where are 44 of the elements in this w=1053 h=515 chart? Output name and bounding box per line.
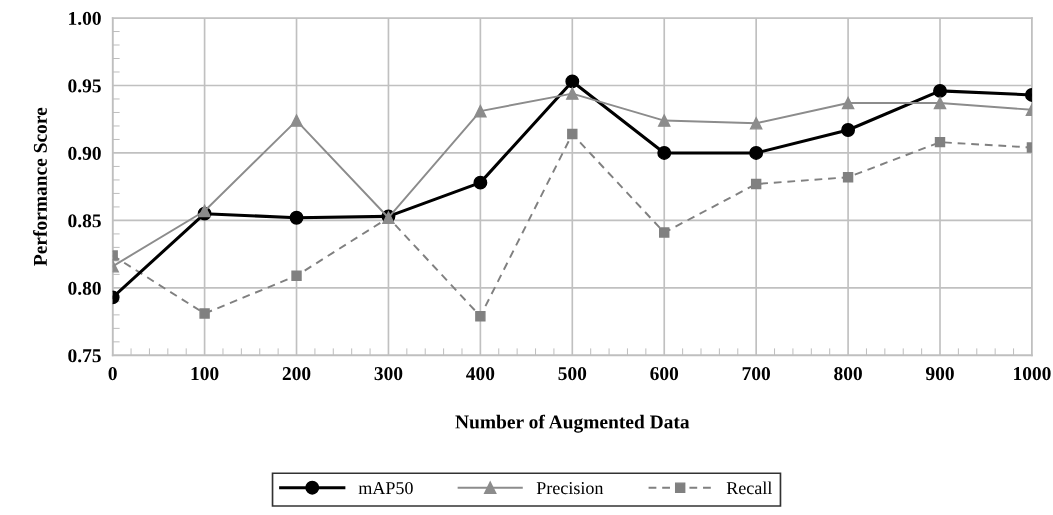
point	[659, 227, 670, 238]
point	[749, 117, 763, 130]
point	[289, 210, 304, 225]
x-tick-label: 500	[558, 367, 587, 381]
point	[842, 172, 854, 183]
x-tick-label: 200	[282, 367, 311, 381]
point	[841, 123, 856, 137]
point	[750, 178, 762, 190]
point	[565, 74, 580, 89]
y-tick-label: 0.80	[68, 281, 101, 295]
point	[290, 114, 303, 127]
point	[567, 128, 578, 140]
x-tick-label: 700	[742, 367, 770, 381]
x-tick-label: 800	[834, 367, 862, 381]
x-tick-label: 600	[650, 367, 679, 381]
legend-label: Precision	[536, 482, 604, 495]
x-tick-label: 900	[925, 367, 954, 381]
x-axis-title: Number of Augmented Data	[455, 414, 690, 433]
point	[841, 96, 855, 110]
point	[474, 104, 487, 118]
y-tick-label: 0.90	[68, 146, 101, 160]
point	[473, 175, 488, 190]
point	[566, 87, 579, 100]
point	[749, 146, 764, 160]
point	[475, 311, 486, 322]
point	[934, 136, 946, 148]
point	[199, 308, 210, 319]
y-tick-label: 0.85	[68, 214, 101, 228]
y-tick-label: 1.00	[69, 11, 101, 26]
legend-label: mAP50	[358, 482, 413, 495]
x-tick-label: 0	[108, 367, 117, 381]
y-axis-title: Performance Score	[33, 107, 47, 266]
y-tick-label: 0.75	[68, 349, 101, 363]
point	[933, 83, 947, 98]
point	[657, 146, 672, 160]
y-tick-label: 0.95	[68, 79, 101, 93]
point	[933, 96, 947, 110]
x-tick-label: 100	[191, 367, 219, 381]
point	[657, 114, 671, 127]
x-tick-label: 300	[374, 367, 403, 381]
x-tick-label: 1000	[1014, 367, 1051, 381]
x-tick-label: 400	[466, 367, 495, 381]
legend-label: Recall	[726, 481, 772, 495]
point	[291, 270, 302, 281]
